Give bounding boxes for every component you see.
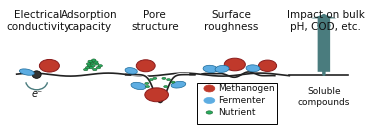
Ellipse shape [224, 58, 245, 71]
Text: Nutrient: Nutrient [218, 108, 255, 117]
Ellipse shape [19, 69, 34, 75]
Text: Pore
structure: Pore structure [131, 10, 179, 32]
Ellipse shape [88, 60, 92, 62]
Ellipse shape [145, 88, 169, 102]
Ellipse shape [87, 65, 91, 67]
Ellipse shape [32, 71, 41, 78]
Ellipse shape [96, 67, 101, 69]
Ellipse shape [149, 79, 153, 81]
Ellipse shape [259, 60, 277, 71]
FancyBboxPatch shape [197, 83, 277, 124]
Ellipse shape [246, 65, 260, 72]
Ellipse shape [153, 77, 157, 79]
Text: Electrical
conductivity: Electrical conductivity [6, 10, 71, 32]
Ellipse shape [94, 63, 99, 65]
Ellipse shape [204, 85, 215, 92]
Ellipse shape [125, 68, 137, 74]
Ellipse shape [167, 79, 170, 81]
Ellipse shape [145, 82, 149, 84]
Ellipse shape [89, 61, 93, 63]
Ellipse shape [90, 62, 94, 64]
Ellipse shape [39, 59, 59, 72]
Text: e⁻: e⁻ [31, 88, 42, 99]
Ellipse shape [203, 65, 218, 72]
Ellipse shape [146, 86, 150, 88]
Ellipse shape [93, 68, 97, 71]
Ellipse shape [171, 81, 175, 83]
Ellipse shape [85, 67, 90, 69]
Ellipse shape [98, 65, 102, 67]
Ellipse shape [131, 82, 146, 90]
Text: Methanogen: Methanogen [218, 84, 274, 93]
Ellipse shape [162, 77, 166, 79]
Ellipse shape [171, 81, 186, 88]
Ellipse shape [84, 68, 88, 71]
Ellipse shape [91, 59, 96, 61]
Ellipse shape [136, 60, 155, 72]
Text: Surface
roughness: Surface roughness [204, 10, 258, 32]
Text: Adsorption
capacity: Adsorption capacity [61, 10, 118, 32]
Ellipse shape [204, 97, 215, 103]
Ellipse shape [87, 63, 91, 65]
Text: Fermenter: Fermenter [218, 96, 265, 105]
Text: Impact on bulk
pH, COD, etc.: Impact on bulk pH, COD, etc. [287, 10, 365, 32]
Text: Soluble
compounds: Soluble compounds [298, 87, 350, 107]
Ellipse shape [91, 65, 95, 67]
Ellipse shape [94, 61, 98, 63]
Ellipse shape [206, 111, 213, 114]
Ellipse shape [215, 65, 229, 72]
Ellipse shape [164, 86, 168, 88]
Ellipse shape [89, 67, 93, 69]
